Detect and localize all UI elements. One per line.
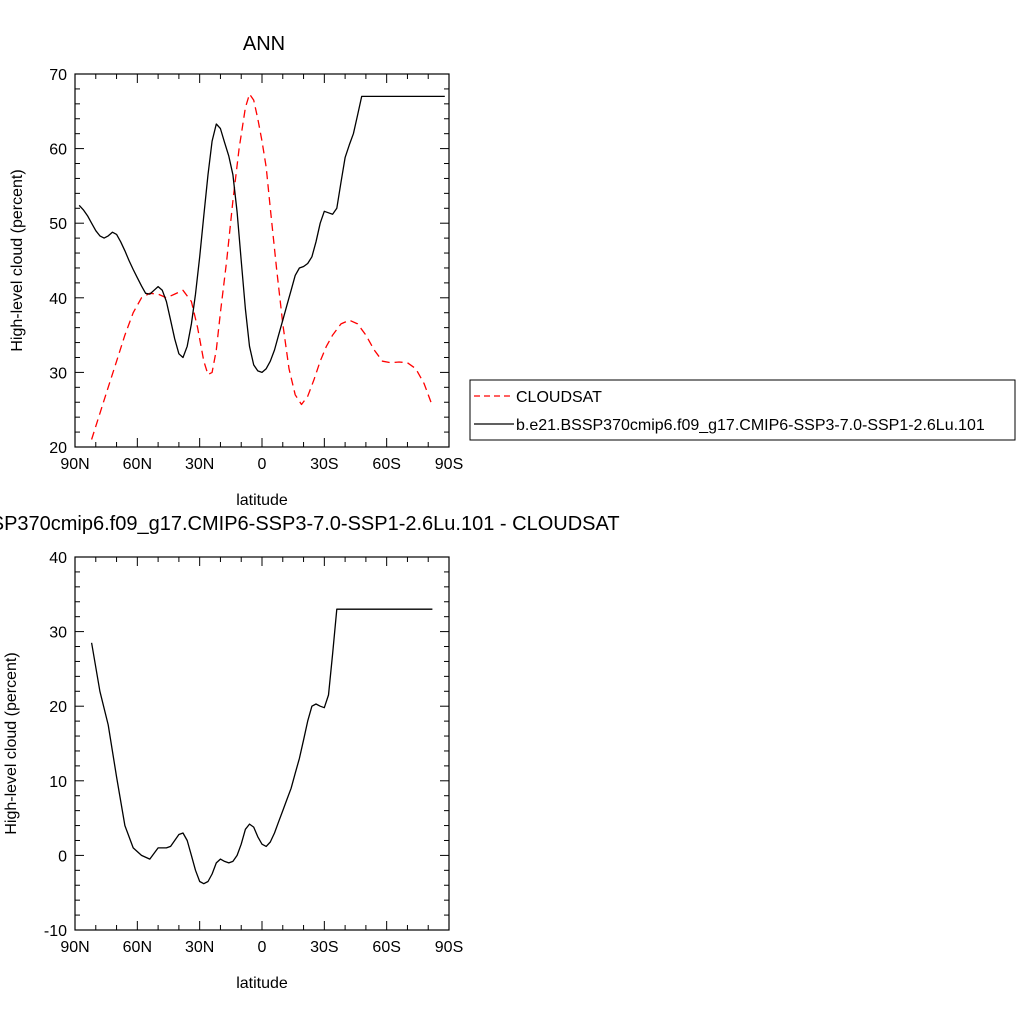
top-x-tick-label: 0 xyxy=(258,456,267,473)
top-y-tick-label: 20 xyxy=(49,440,67,457)
top-x-axis-label: latitude xyxy=(236,492,288,509)
top-panel-ticks: 90N 60N 30N 0 30S 60S 90S 20 30 40 50 60 70 xyxy=(49,67,463,473)
bottom-x-tick-label: 60N xyxy=(123,939,152,956)
bottom-panel-ticks: 90N 60N 30N 0 30S 60S 90S -10 0 10 20 30 40 xyxy=(44,550,463,956)
bottom-x-tick-label: 90N xyxy=(60,939,89,956)
bottom-y-tick-label: 20 xyxy=(49,699,67,716)
top-y-tick-label: 60 xyxy=(49,142,67,159)
bottom-series-line-0 xyxy=(90,608,433,885)
top-y-tick-label: 40 xyxy=(49,291,67,308)
top-plot-title: ANN xyxy=(243,33,285,55)
top-series-line-0 xyxy=(90,93,434,440)
bottom-panel: 90N 60N 30N 0 30S 60S 90S -10 0 10 20 30 40 b.e21.BS… xyxy=(0,513,620,992)
top-y-tick-label: 70 xyxy=(49,67,67,84)
bottom-y-tick-label: 40 xyxy=(49,550,67,567)
legend-label-model: b.e21.BSSP370cmip6.f09_g17.CMIP6-SSP3-7.… xyxy=(516,417,985,434)
top-x-tick-label: 30S xyxy=(310,456,338,473)
bottom-y-tick-label: 30 xyxy=(49,625,67,642)
top-x-tick-label: 90S xyxy=(435,456,463,473)
bottom-plot-title: b.e21.BSSP370cmip6.f09_g17.CMIP6-SSP3-7.… xyxy=(0,513,620,535)
bottom-x-axis-label: latitude xyxy=(236,975,288,992)
top-y-axis-label: High-level cloud (percent) xyxy=(9,169,26,351)
top-x-tick-label: 90N xyxy=(60,456,89,473)
bottom-y-axis-label: High-level cloud (percent) xyxy=(3,652,20,834)
legend: CLOUDSAT b.e21.BSSP370cmip6.f09_g17.CMIP… xyxy=(469,379,1016,441)
top-x-tick-label: 30N xyxy=(185,456,214,473)
top-y-tick-label: 50 xyxy=(49,216,67,233)
top-series-line-1 xyxy=(78,95,445,374)
top-panel: 90N 60N 30N 0 30S 60S 90S 20 30 40 50 60 70 ANN lati… xyxy=(9,33,463,509)
bottom-plot-frame xyxy=(74,556,450,931)
bottom-y-tick-label: -10 xyxy=(44,923,67,940)
top-plot-frame xyxy=(74,73,450,448)
legend-label-cloudsat: CLOUDSAT xyxy=(516,389,602,406)
bottom-x-tick-label: 30S xyxy=(310,939,338,956)
bottom-x-tick-label: 0 xyxy=(258,939,267,956)
bottom-x-tick-label: 90S xyxy=(435,939,463,956)
bottom-x-tick-label: 60S xyxy=(372,939,400,956)
bottom-y-tick-label: 10 xyxy=(49,774,67,791)
top-panel-series xyxy=(78,93,445,440)
top-x-tick-label: 60S xyxy=(372,456,400,473)
bottom-panel-series xyxy=(90,608,433,885)
top-y-tick-label: 30 xyxy=(49,365,67,382)
legend-box xyxy=(469,379,1016,441)
bottom-y-tick-label: 0 xyxy=(58,848,67,865)
top-x-tick-label: 60N xyxy=(123,456,152,473)
bottom-x-tick-label: 30N xyxy=(185,939,214,956)
